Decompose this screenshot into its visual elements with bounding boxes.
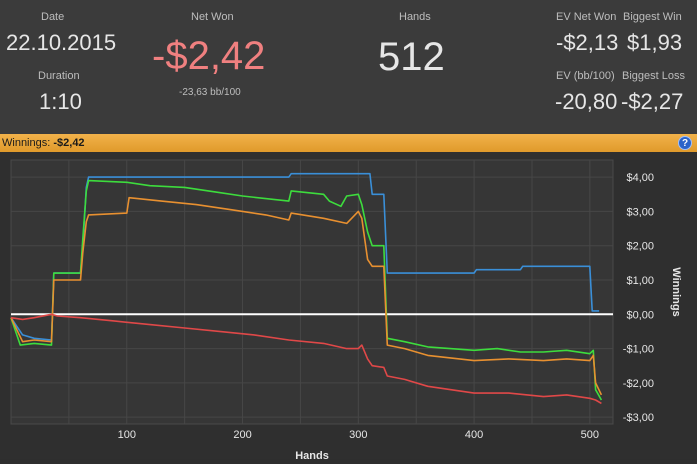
biggest-win-label: Biggest Win xyxy=(623,11,682,23)
y-tick-label: -$2,00 xyxy=(623,378,654,390)
y-tick-labels: $4,00 $3,00 $2,00 $1,00 $0,00 -$1,00 -$2,00 -$3… xyxy=(623,172,654,424)
biggest-win-value: $1,93 xyxy=(627,30,683,55)
hands-label: Hands xyxy=(399,11,431,23)
series-line-orange xyxy=(10,196,603,396)
y-tick-label: $4,00 xyxy=(626,172,654,184)
biggest-loss-value: -$2,27 xyxy=(621,89,684,114)
x-tick-label: 100 xyxy=(118,429,136,441)
net-won-bb100: -23,63 bb/100 xyxy=(179,87,241,98)
y-axis-label: Winnings xyxy=(670,267,682,316)
series-line-green xyxy=(10,179,603,401)
series-line-red xyxy=(10,313,602,405)
ev-net-won-label: EV Net Won xyxy=(556,11,617,23)
y-tick-label: $1,00 xyxy=(626,275,654,287)
x-axis-label: Hands xyxy=(295,450,329,459)
date-label: Date xyxy=(41,11,65,23)
hands-value: 512 xyxy=(378,35,445,79)
y-tick-label: $2,00 xyxy=(626,241,654,253)
x-tick-label: 400 xyxy=(465,429,483,441)
date-value: 22.10.2015 xyxy=(6,30,117,55)
net-won-label: Net Won xyxy=(191,11,234,23)
winnings-label: Winnings: xyxy=(2,137,51,149)
x-tick-label: 200 xyxy=(233,429,251,441)
y-tick-label: $0,00 xyxy=(626,309,654,321)
biggest-loss-label: Biggest Loss xyxy=(622,70,685,82)
duration-label: Duration xyxy=(38,70,80,82)
winnings-summary: Winnings: -$2,42 xyxy=(2,134,85,152)
x-tick-label: 500 xyxy=(581,429,599,441)
net-won-value: -$2,42 xyxy=(152,34,266,78)
winnings-chart: $4,00 $3,00 $2,00 $1,00 $0,00 -$1,00 -$2,00 -$3… xyxy=(0,152,697,462)
ev-bb100-label: EV (bb/100) xyxy=(556,70,615,82)
duration-value: 1:10 xyxy=(39,89,82,114)
x-tick-label: 300 xyxy=(349,429,367,441)
ev-net-won-value: -$2,13 xyxy=(556,30,619,55)
winnings-chart-svg: $4,00 $3,00 $2,00 $1,00 $0,00 -$1,00 -$2,00 -$3… xyxy=(10,159,682,462)
y-tick-label: $3,00 xyxy=(626,206,654,218)
stats-panel: Date 22.10.2015 Duration 1:10 Net Won -$… xyxy=(0,0,697,134)
plot-area xyxy=(10,159,614,425)
winnings-banner: Winnings: -$2,42 ? xyxy=(0,134,697,152)
y-tick-label: -$1,00 xyxy=(623,344,654,356)
y-tick-label: -$3,00 xyxy=(623,412,654,424)
help-icon[interactable]: ? xyxy=(678,136,692,150)
ev-bb100-value: -20,80 xyxy=(555,89,618,114)
x-tick-labels: 100 200 300 400 500 xyxy=(118,429,599,441)
series-group xyxy=(10,172,603,405)
winnings-value: -$2,42 xyxy=(53,137,85,149)
